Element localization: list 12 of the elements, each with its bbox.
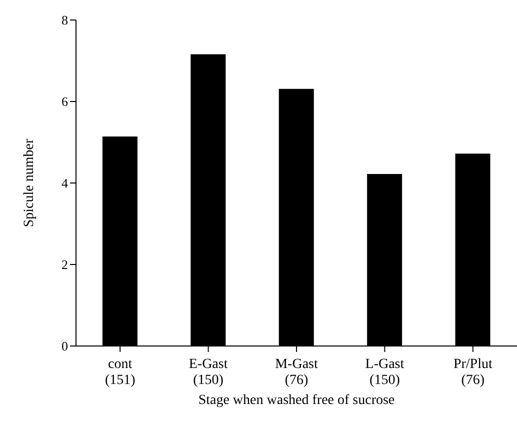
x-tick-label: Pr/Plut (76) — [453, 357, 492, 388]
y-tick-label: 8 — [62, 12, 68, 28]
x-tick-label: M-Gast (76) — [275, 357, 318, 388]
y-tick-label: 6 — [62, 94, 68, 110]
x-axis-title: Stage when washed free of sucrose — [198, 393, 395, 408]
y-axis-title: Spicule number — [22, 138, 37, 228]
x-tick-label: cont (151) — [104, 357, 136, 388]
y-tick-label: 4 — [62, 176, 68, 191]
y-tick-label: 2 — [62, 257, 68, 272]
y-tick-label: 0 — [62, 338, 68, 354]
x-tick-label: E-Gast (150) — [188, 357, 228, 388]
x-tick-label: L-Gast (150) — [365, 357, 404, 388]
